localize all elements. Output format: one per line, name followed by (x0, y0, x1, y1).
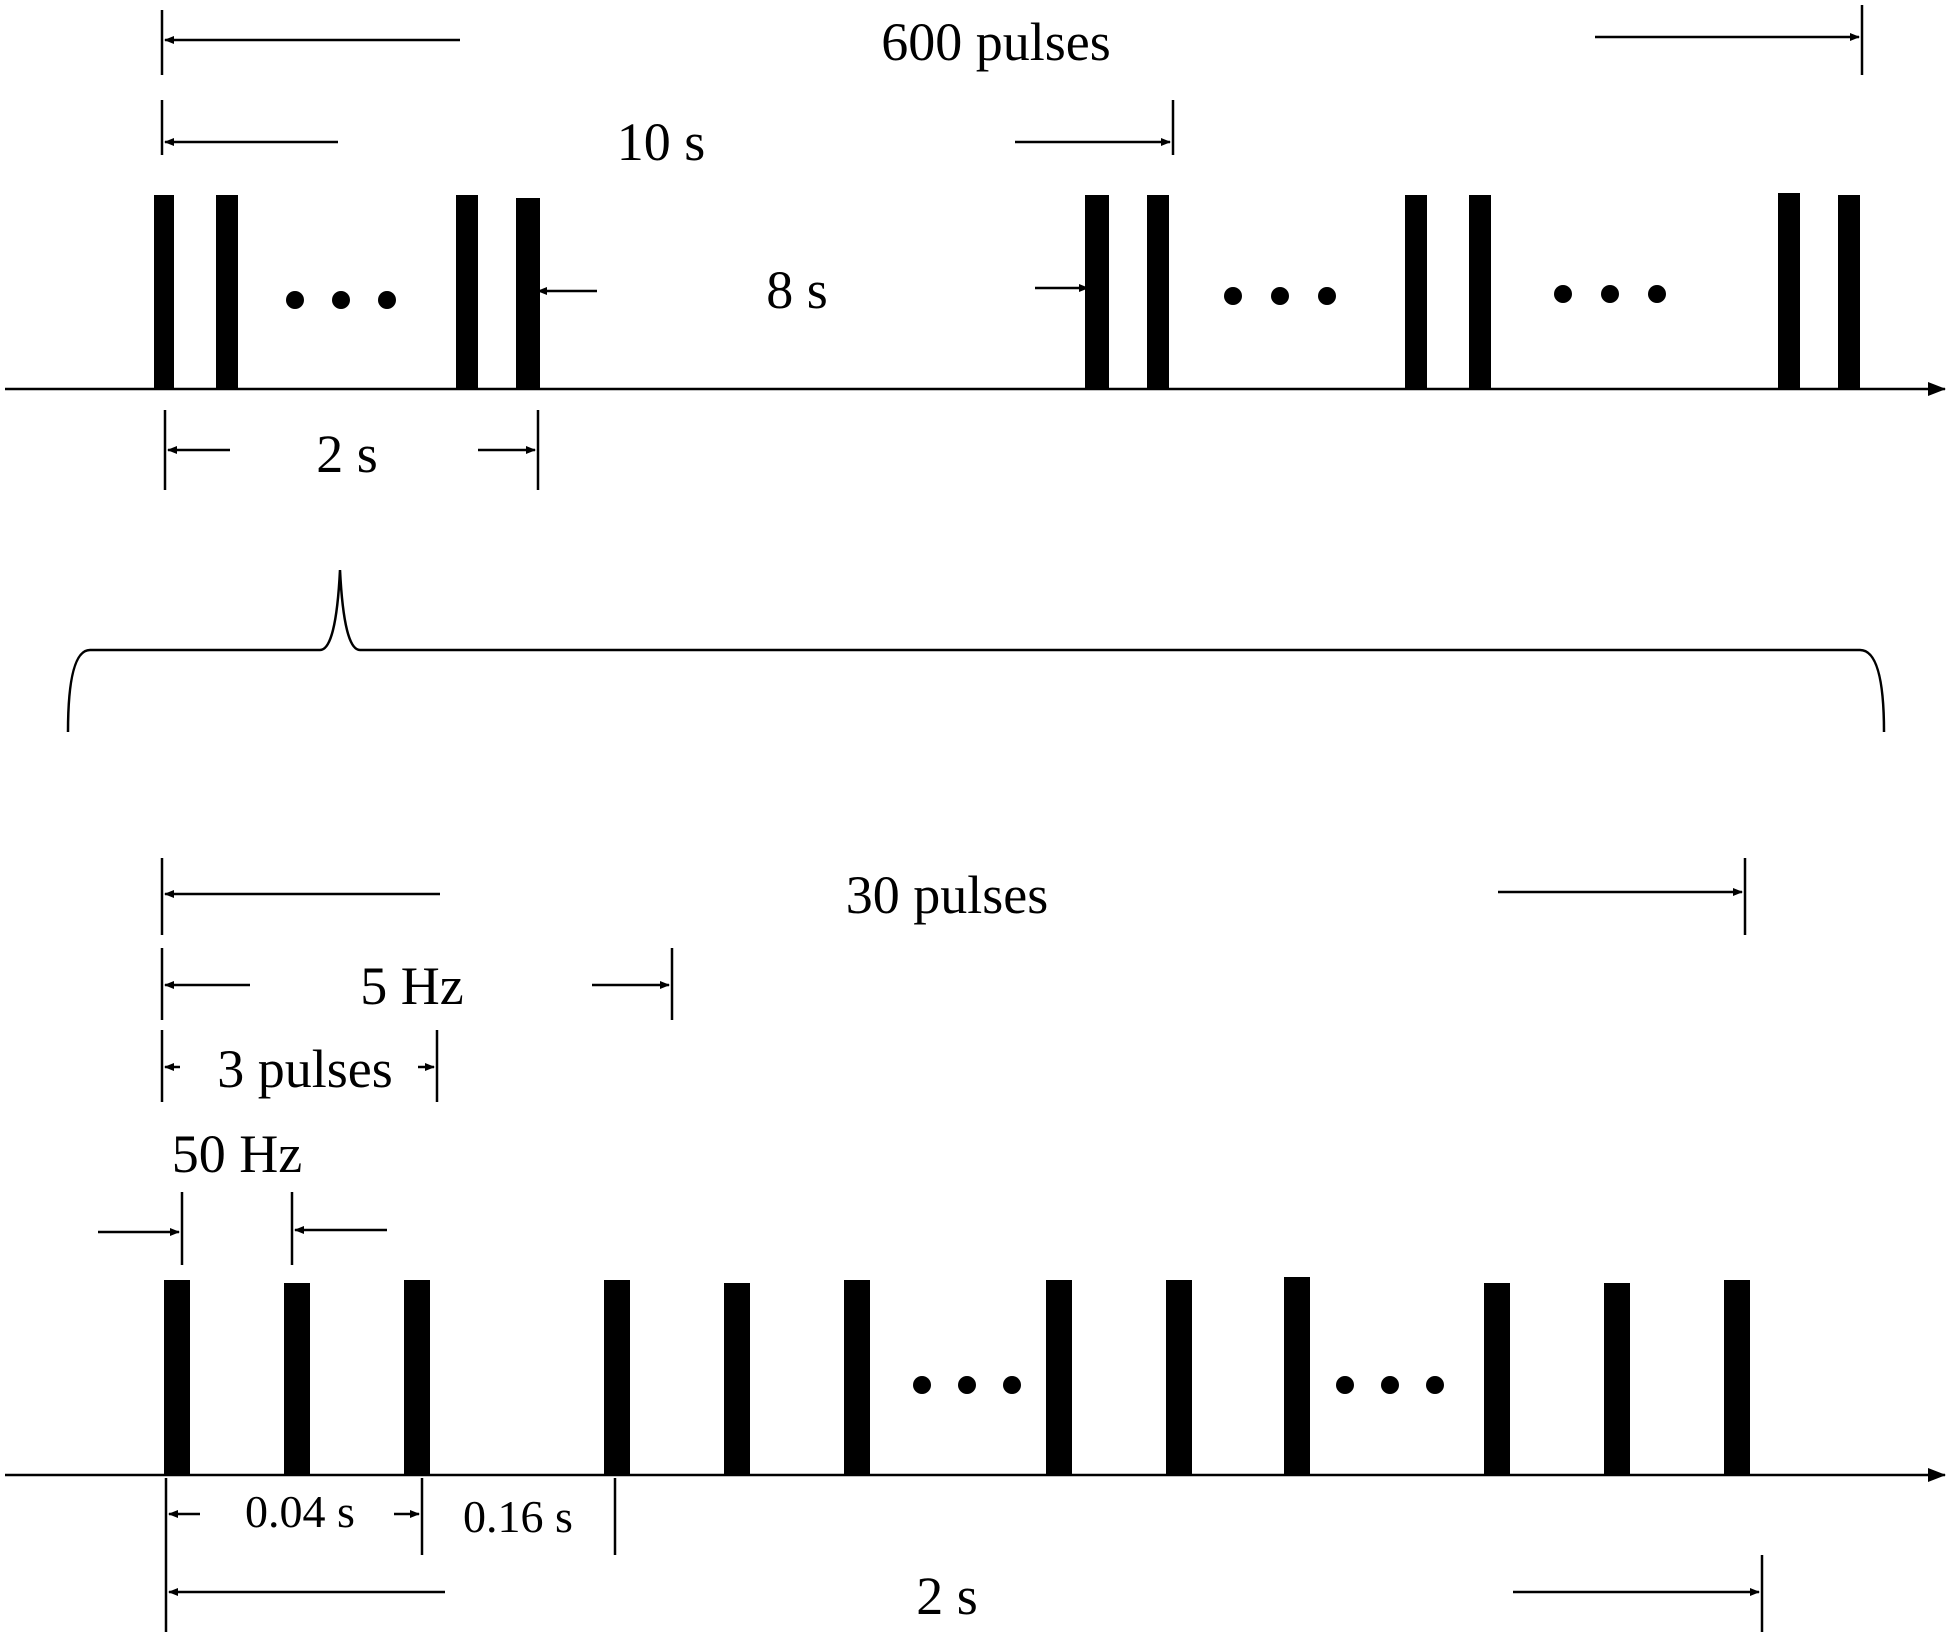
dimension-0-04-s: 0.04 s (164, 1478, 424, 1555)
label-0-04-s: 0.04 s (245, 1486, 355, 1537)
label-50-hz: 50 Hz (172, 1124, 302, 1184)
pulse (1284, 1277, 1310, 1475)
label-10-s: 10 s (617, 112, 706, 172)
label-5-hz: 5 Hz (360, 956, 463, 1016)
pulse (1604, 1283, 1630, 1475)
bottom-ellipsis (913, 1376, 1444, 1394)
dimension-2-s-bottom: 2 s (164, 1555, 1764, 1632)
pulse (844, 1280, 870, 1475)
dimension-5-hz: 5 Hz (160, 948, 674, 1020)
label-2-s-top: 2 s (316, 424, 378, 484)
dimension-8-s: 8 s (537, 260, 1089, 320)
pulse (1085, 195, 1109, 389)
pulse (456, 195, 478, 389)
dimension-30-pulses: 30 pulses (160, 858, 1747, 935)
pulse (1469, 195, 1491, 389)
pulse (1147, 195, 1169, 389)
pulse (404, 1280, 430, 1475)
pulse (516, 198, 540, 389)
pulse (1484, 1283, 1510, 1475)
dimension-3-pulses: 3 pulses (160, 1030, 439, 1102)
pulse (724, 1283, 750, 1475)
dimension-2-s-top: 2 s (163, 410, 540, 490)
label-30-pulses: 30 pulses (846, 865, 1049, 925)
pulse (216, 195, 238, 389)
dimension-10-s: 10 s (160, 100, 1175, 172)
bottom-panel: 30 pulses 5 Hz 3 pulses 50 Hz (5, 858, 1946, 1632)
dimension-50-hz: 50 Hz (98, 1124, 387, 1265)
pulse (1405, 195, 1427, 389)
dimension-0-16-s: 0.16 s (463, 1478, 617, 1555)
pulse (604, 1280, 630, 1475)
pulse (284, 1283, 310, 1475)
pulse (1838, 195, 1860, 389)
dimension-600-pulses: 600 pulses (160, 5, 1864, 75)
pulse (1724, 1280, 1750, 1475)
label-0-16-s: 0.16 s (463, 1491, 573, 1542)
pulse (164, 1280, 190, 1475)
pulse (1166, 1280, 1192, 1475)
label-8-s: 8 s (766, 260, 828, 320)
expansion-brace (66, 569, 1886, 733)
label-2-s-bottom: 2 s (916, 1566, 978, 1626)
top-panel: 600 pulses 10 s 8 s (5, 5, 1946, 490)
pulse (154, 195, 174, 389)
top-pulse-train (154, 193, 1860, 389)
pulse (1778, 193, 1800, 389)
bottom-pulse-train (164, 1277, 1750, 1475)
label-600-pulses: 600 pulses (881, 12, 1111, 72)
top-ellipsis (286, 285, 1666, 309)
pulse (1046, 1280, 1072, 1475)
label-3-pulses: 3 pulses (217, 1039, 393, 1099)
